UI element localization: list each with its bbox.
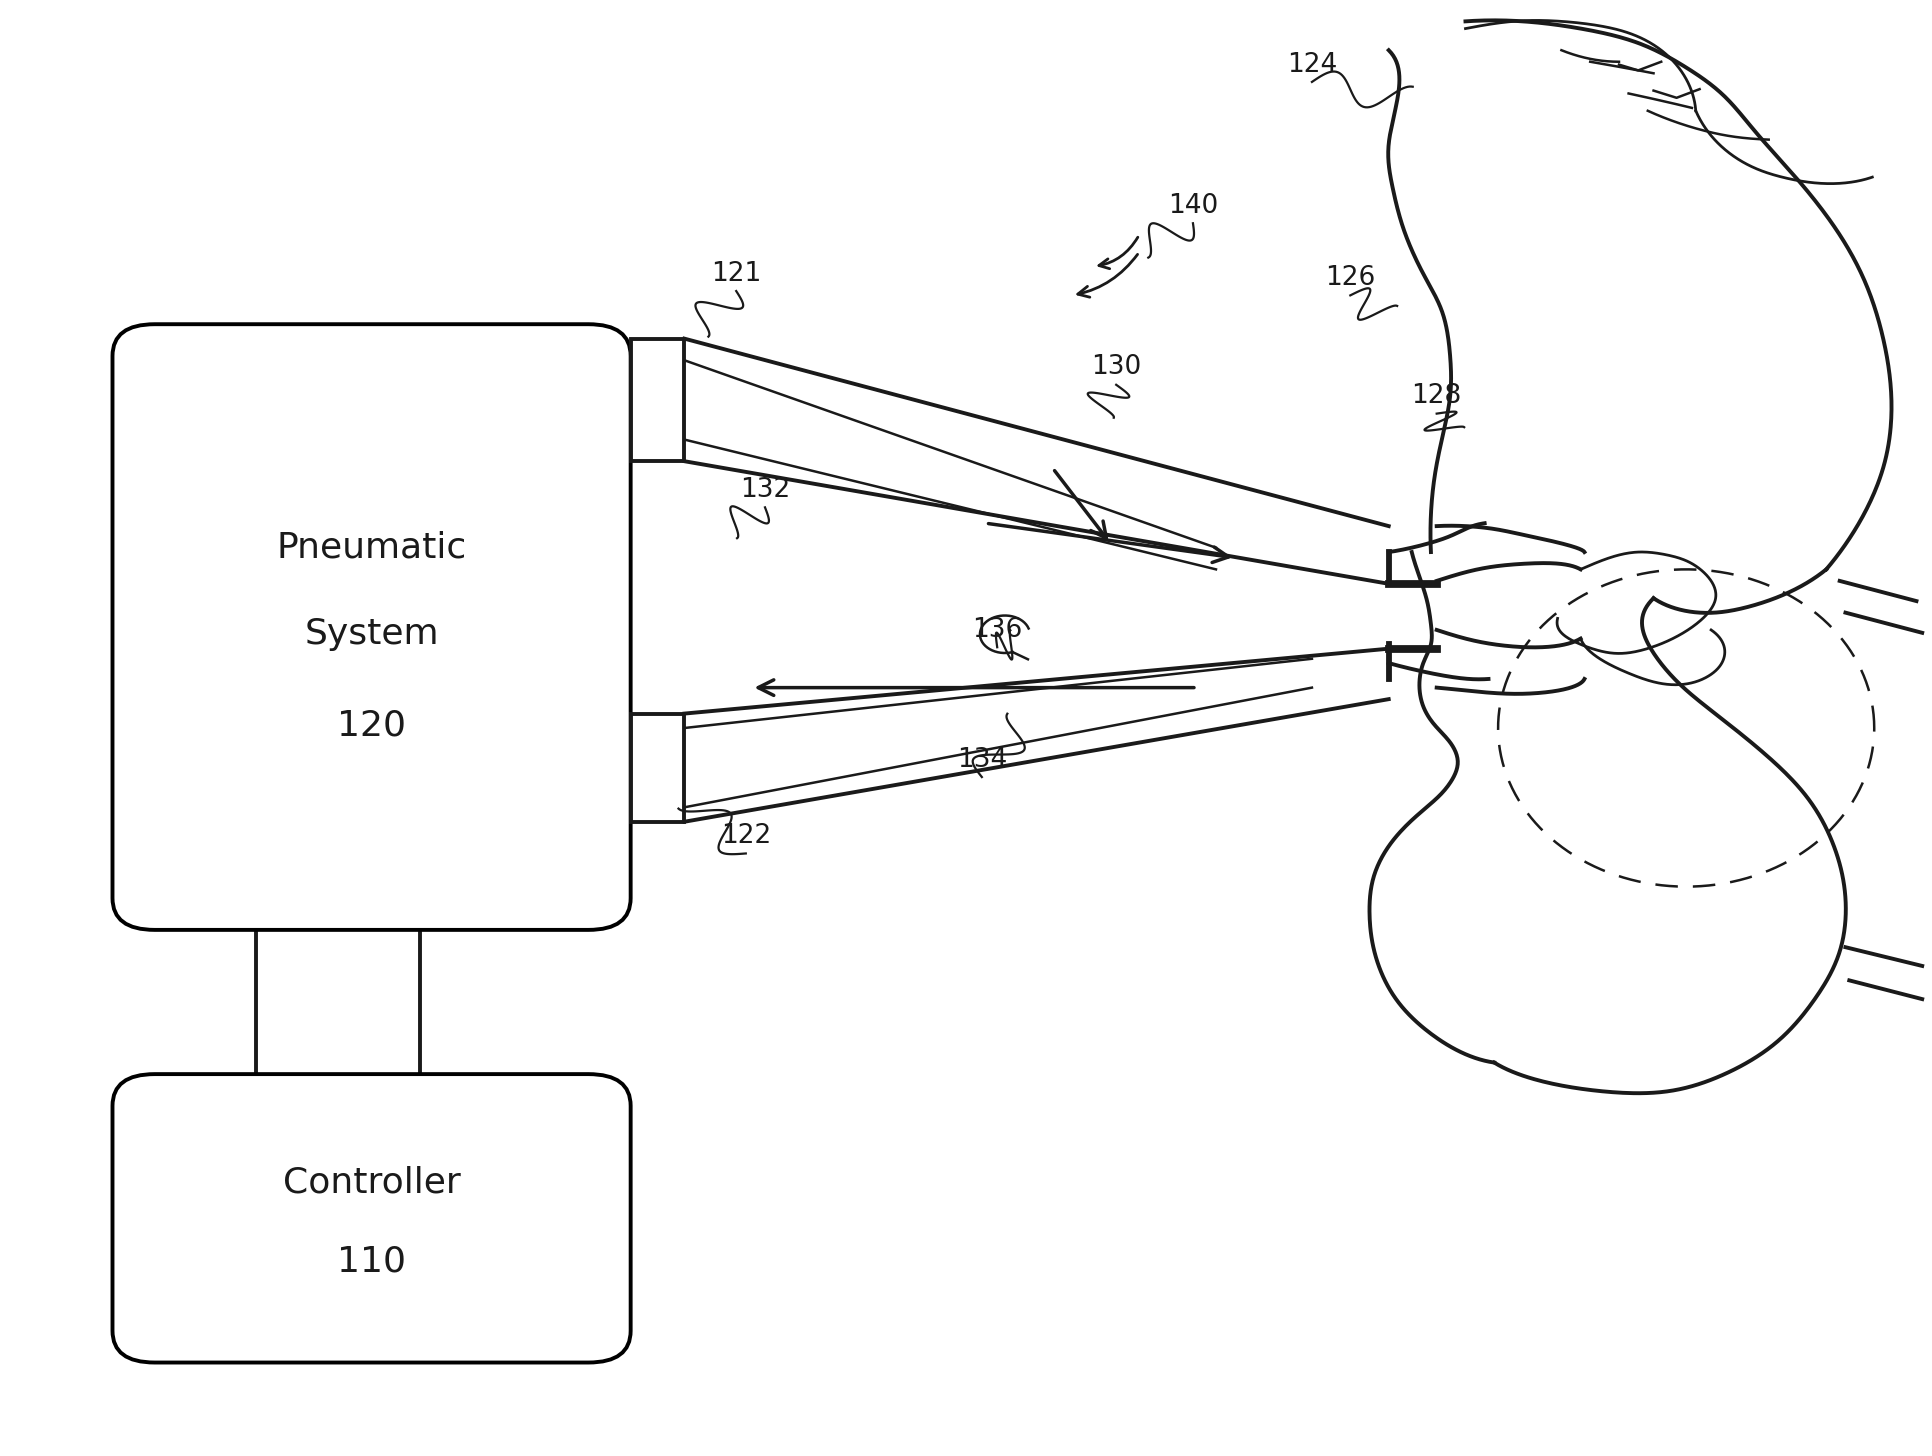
Text: 122: 122 <box>721 823 771 849</box>
FancyBboxPatch shape <box>112 325 630 930</box>
Text: 128: 128 <box>1410 383 1461 409</box>
Text: Pneumatic: Pneumatic <box>276 531 466 565</box>
Text: 136: 136 <box>972 617 1022 644</box>
Text: 120: 120 <box>336 708 406 743</box>
Text: 124: 124 <box>1287 51 1337 77</box>
Bar <box>630 713 684 821</box>
Bar <box>630 339 684 462</box>
Text: Controller: Controller <box>282 1165 460 1200</box>
Text: 126: 126 <box>1325 265 1376 291</box>
Text: System: System <box>303 617 439 651</box>
Text: 140: 140 <box>1167 194 1217 218</box>
FancyBboxPatch shape <box>112 1075 630 1363</box>
Text: 121: 121 <box>711 261 761 287</box>
Text: 132: 132 <box>740 478 790 504</box>
Text: 110: 110 <box>336 1245 406 1278</box>
Text: 134: 134 <box>956 747 1007 773</box>
Text: 130: 130 <box>1090 354 1140 380</box>
